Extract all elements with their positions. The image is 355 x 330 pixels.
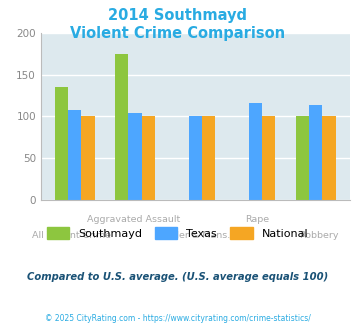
Legend: Southmayd, Texas, National: Southmayd, Texas, National [42, 223, 313, 244]
Text: Murder & Mans...: Murder & Mans... [155, 231, 236, 240]
Bar [262, 116, 275, 200]
Text: 2014 Southmayd: 2014 Southmayd [108, 8, 247, 23]
Bar [55, 87, 68, 200]
Bar [115, 54, 129, 200]
Bar [81, 116, 95, 200]
Bar [202, 116, 215, 200]
Bar [322, 116, 335, 200]
Bar [249, 103, 262, 200]
Bar [142, 116, 155, 200]
Text: Violent Crime Comparison: Violent Crime Comparison [70, 26, 285, 41]
Text: Compared to U.S. average. (U.S. average equals 100): Compared to U.S. average. (U.S. average … [27, 272, 328, 282]
Bar [309, 106, 322, 200]
Bar [189, 116, 202, 200]
Text: Aggravated Assault: Aggravated Assault [87, 214, 180, 223]
Text: © 2025 CityRating.com - https://www.cityrating.com/crime-statistics/: © 2025 CityRating.com - https://www.city… [45, 314, 310, 323]
Bar [68, 110, 81, 200]
Text: Rape: Rape [245, 214, 269, 223]
Bar [129, 113, 142, 200]
Text: All Violent Crime: All Violent Crime [32, 231, 111, 240]
Text: Robbery: Robbery [299, 231, 339, 240]
Bar [296, 116, 309, 200]
